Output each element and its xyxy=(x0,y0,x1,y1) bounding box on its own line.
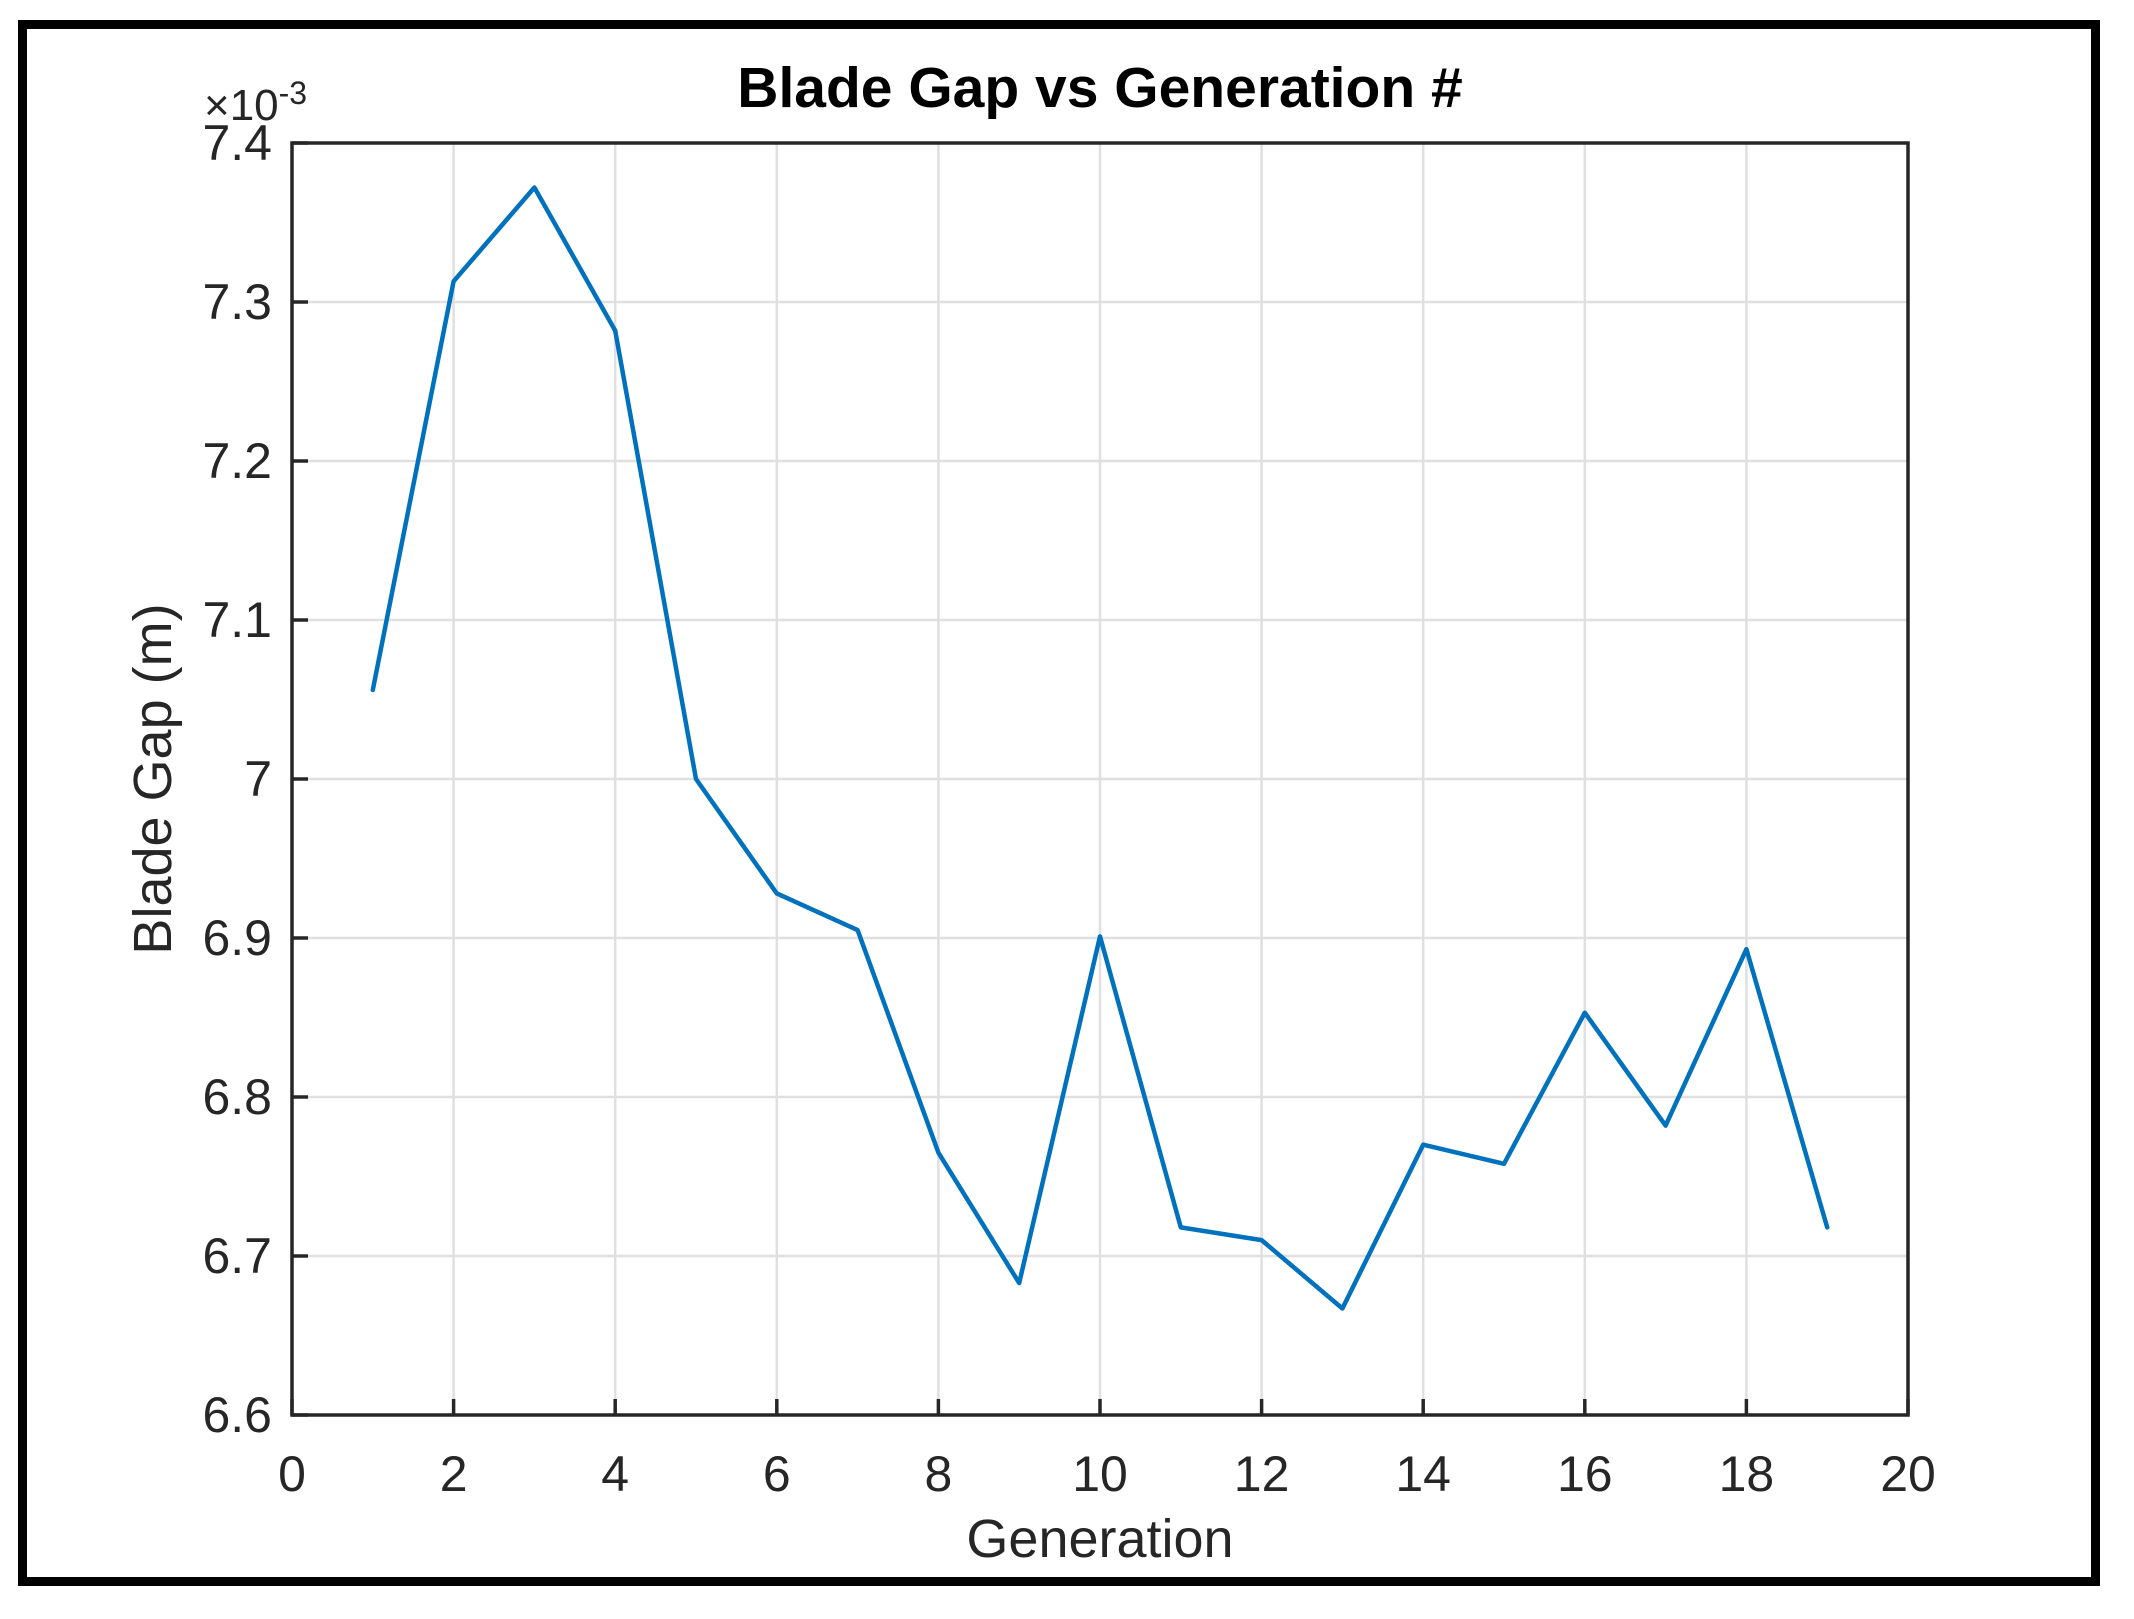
y-tick-label: 6.6 xyxy=(202,1387,272,1443)
tick-labels: 0 2 4 6 8 10 12 14 16 18 20 6.6 6.7 6.8 6.9 7 7.1 7.2 7.3 7… xyxy=(202,115,1935,1502)
x-tick-label: 6 xyxy=(763,1446,791,1502)
x-axis-label: Generation xyxy=(966,1509,1234,1569)
x-tick-label: 0 xyxy=(278,1446,306,1502)
grid-lines xyxy=(290,141,1910,1417)
data-line xyxy=(370,185,1830,1311)
y-tick-label: 7 xyxy=(244,751,272,807)
chart-title: Blade Gap vs Generation # xyxy=(737,56,1463,120)
y-axis-label: Blade Gap (m) xyxy=(123,603,183,955)
y-tick-label: 7.3 xyxy=(202,274,272,330)
y-axis-multiplier-base: ×10 xyxy=(204,81,279,130)
x-tick-label: 10 xyxy=(1072,1446,1128,1502)
x-tick-label: 20 xyxy=(1880,1446,1936,1502)
y-axis-multiplier: ×10-3 xyxy=(204,77,307,130)
x-tick-label: 18 xyxy=(1719,1446,1775,1502)
y-tick-label: 7.1 xyxy=(202,592,272,648)
x-tick-label: 8 xyxy=(924,1446,952,1502)
x-tick-label: 2 xyxy=(440,1446,468,1502)
y-tick-label: 6.7 xyxy=(202,1228,272,1284)
axis-ticks xyxy=(290,141,1910,1417)
y-axis-multiplier-exponent: -3 xyxy=(278,75,308,111)
y-tick-label: 7.4 xyxy=(202,115,272,171)
y-tick-label: 7.2 xyxy=(202,433,272,489)
x-tick-label: 4 xyxy=(601,1446,629,1502)
x-tick-label: 12 xyxy=(1234,1446,1290,1502)
x-tick-label: 14 xyxy=(1395,1446,1451,1502)
y-tick-label: 6.8 xyxy=(202,1069,272,1125)
y-tick-label: 6.9 xyxy=(202,910,272,966)
x-tick-label: 16 xyxy=(1557,1446,1613,1502)
